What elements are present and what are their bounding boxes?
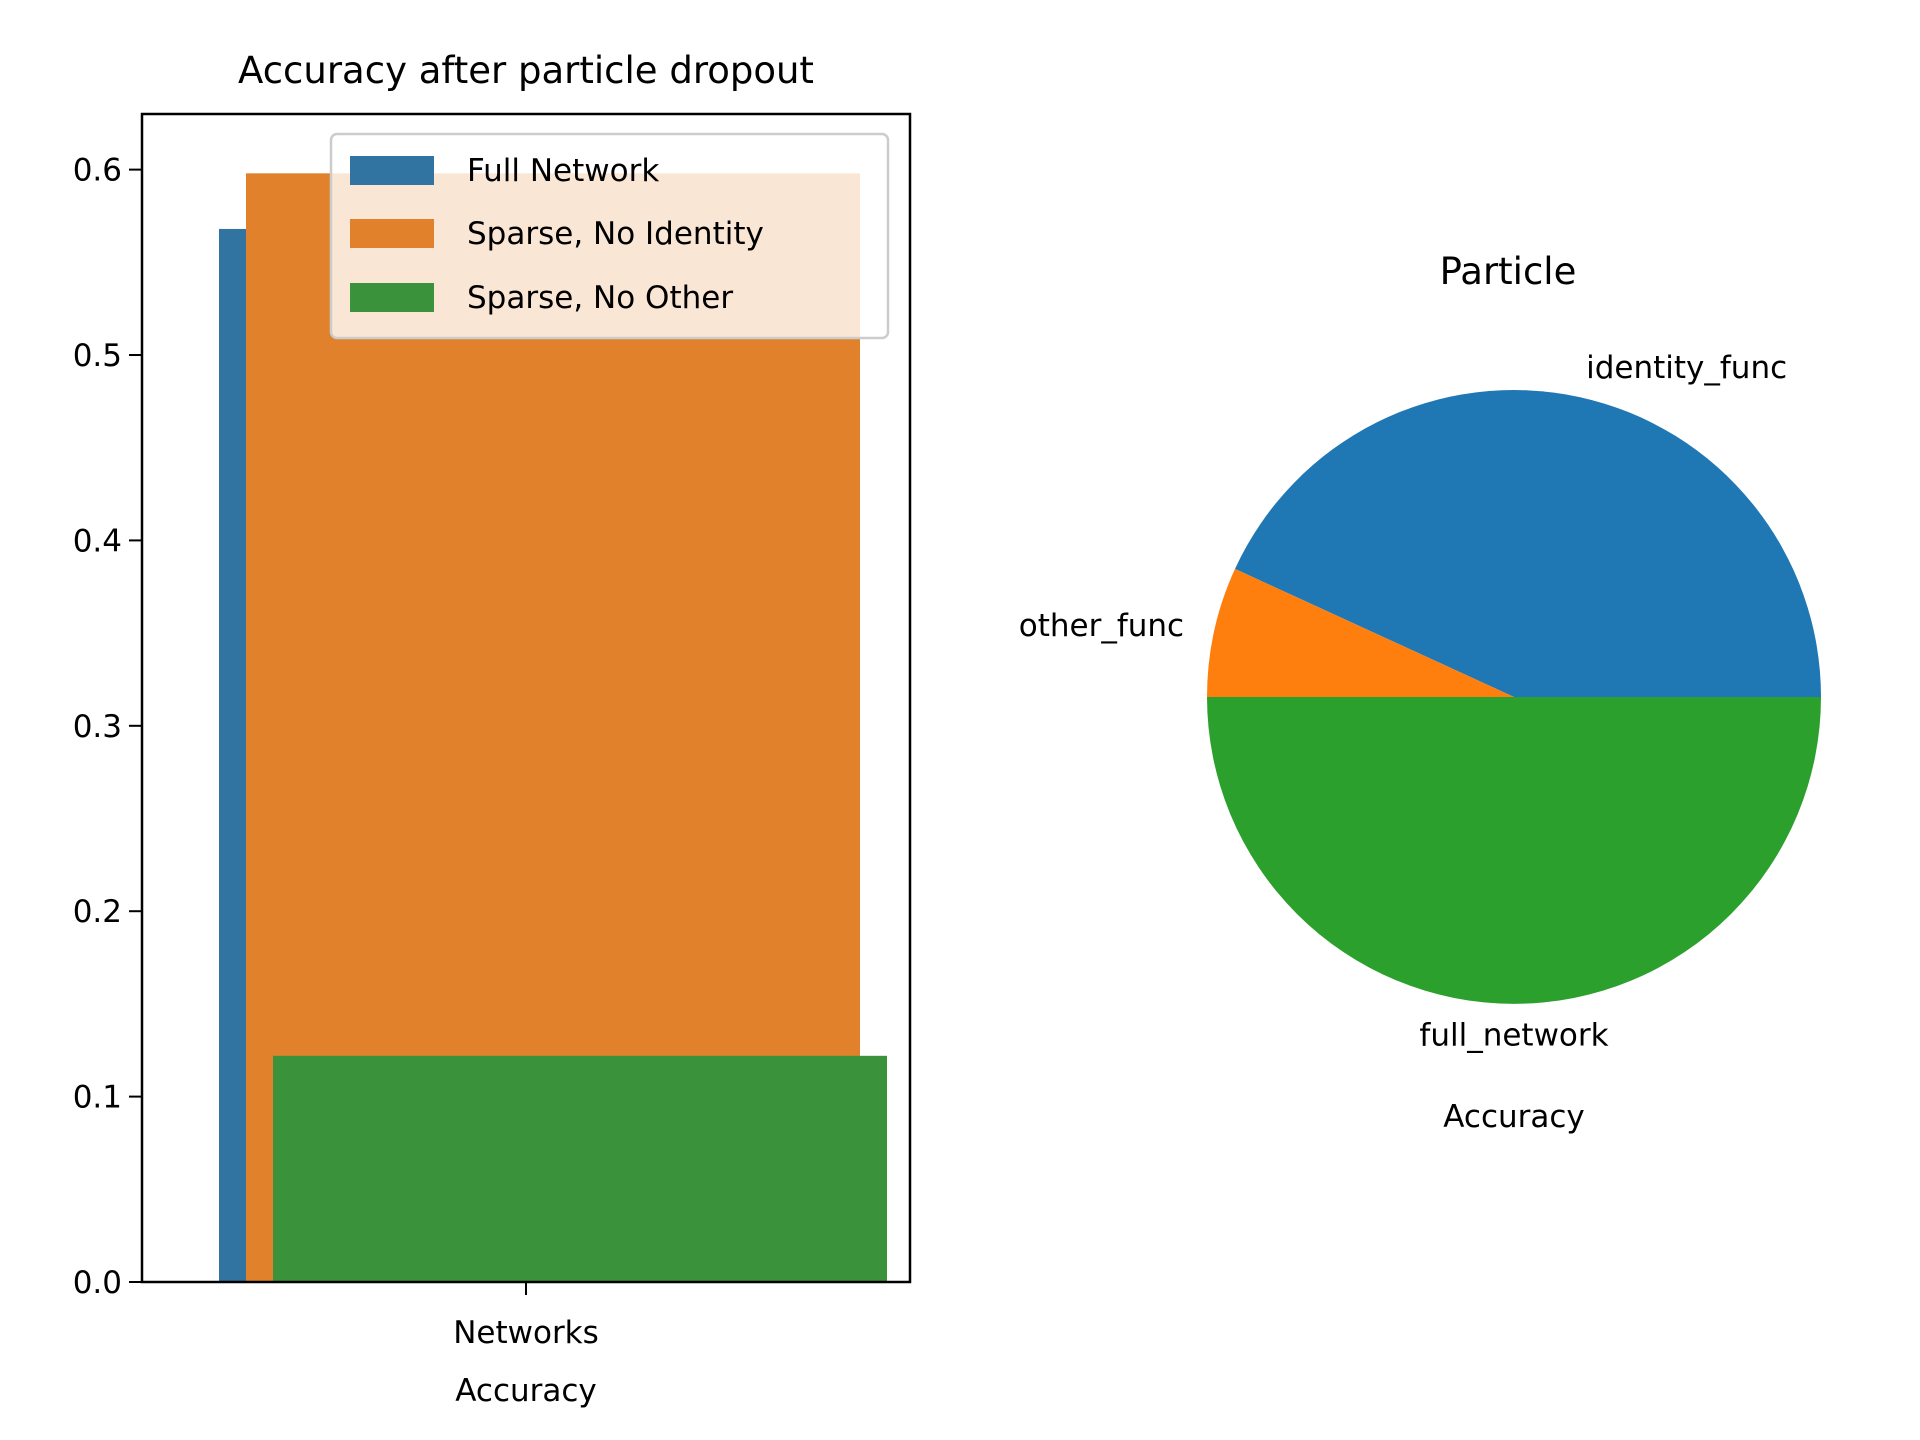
bar-chart: Accuracy after particle dropout 0.00.10.… (73, 49, 912, 1409)
bar-bars (219, 173, 887, 1282)
bar-chart-title: Accuracy after particle dropout (238, 49, 814, 92)
legend-frame (329, 132, 890, 340)
legend-swatch-sparse-no-other (350, 283, 434, 312)
pie-chart: Particle identity_func other_func full_net… (1019, 250, 1821, 1135)
bar-y-tick-label: 0.1 (73, 1080, 122, 1116)
bar-y-tick-label: 0.3 (73, 709, 122, 745)
bar-y-axis: 0.0 0.1 0.2 0.3 0.4 0.5 0.6 (73, 153, 142, 1301)
legend-swatch-full-network (350, 156, 434, 185)
legend-label-sparse-no-other: Sparse, No Other (467, 280, 733, 316)
pie-slice-other-func (1207, 568, 1514, 697)
bar-y-tick-label: 0.4 (73, 523, 122, 559)
bar-x-axis-label: Accuracy (455, 1373, 597, 1409)
pie-slice-identity-func (1234, 389, 1821, 697)
pie-x-axis-label: Accuracy (1443, 1099, 1585, 1135)
legend-label-full-network: Full Network (467, 153, 659, 189)
pie-label-other-func: other_func (1019, 608, 1184, 644)
bar-y-tick-label: 0.0 (73, 1265, 122, 1301)
legend-label-sparse-no-identity: Sparse, No Identity (467, 216, 764, 252)
pie-label-full-network: full_network (1419, 1018, 1608, 1054)
bar-legend: Full Network Sparse, No Identity Sparse,… (329, 132, 890, 340)
pie-chart-title: Particle (1440, 250, 1577, 293)
bar-y-tick-label: 0.5 (73, 338, 122, 374)
legend-swatch-sparse-no-identity (350, 219, 434, 248)
pie-label-identity-func: identity_func (1586, 350, 1787, 386)
pie-slices: identity_func other_func full_network (1019, 350, 1821, 1054)
bar-y-tick-label: 0.6 (73, 153, 122, 189)
bar-y-tick-label: 0.2 (73, 894, 122, 930)
pie-slice-full-network (1207, 697, 1821, 1004)
bar-sparse-no-other (273, 1055, 887, 1282)
bar-category-label: Networks (453, 1315, 599, 1351)
